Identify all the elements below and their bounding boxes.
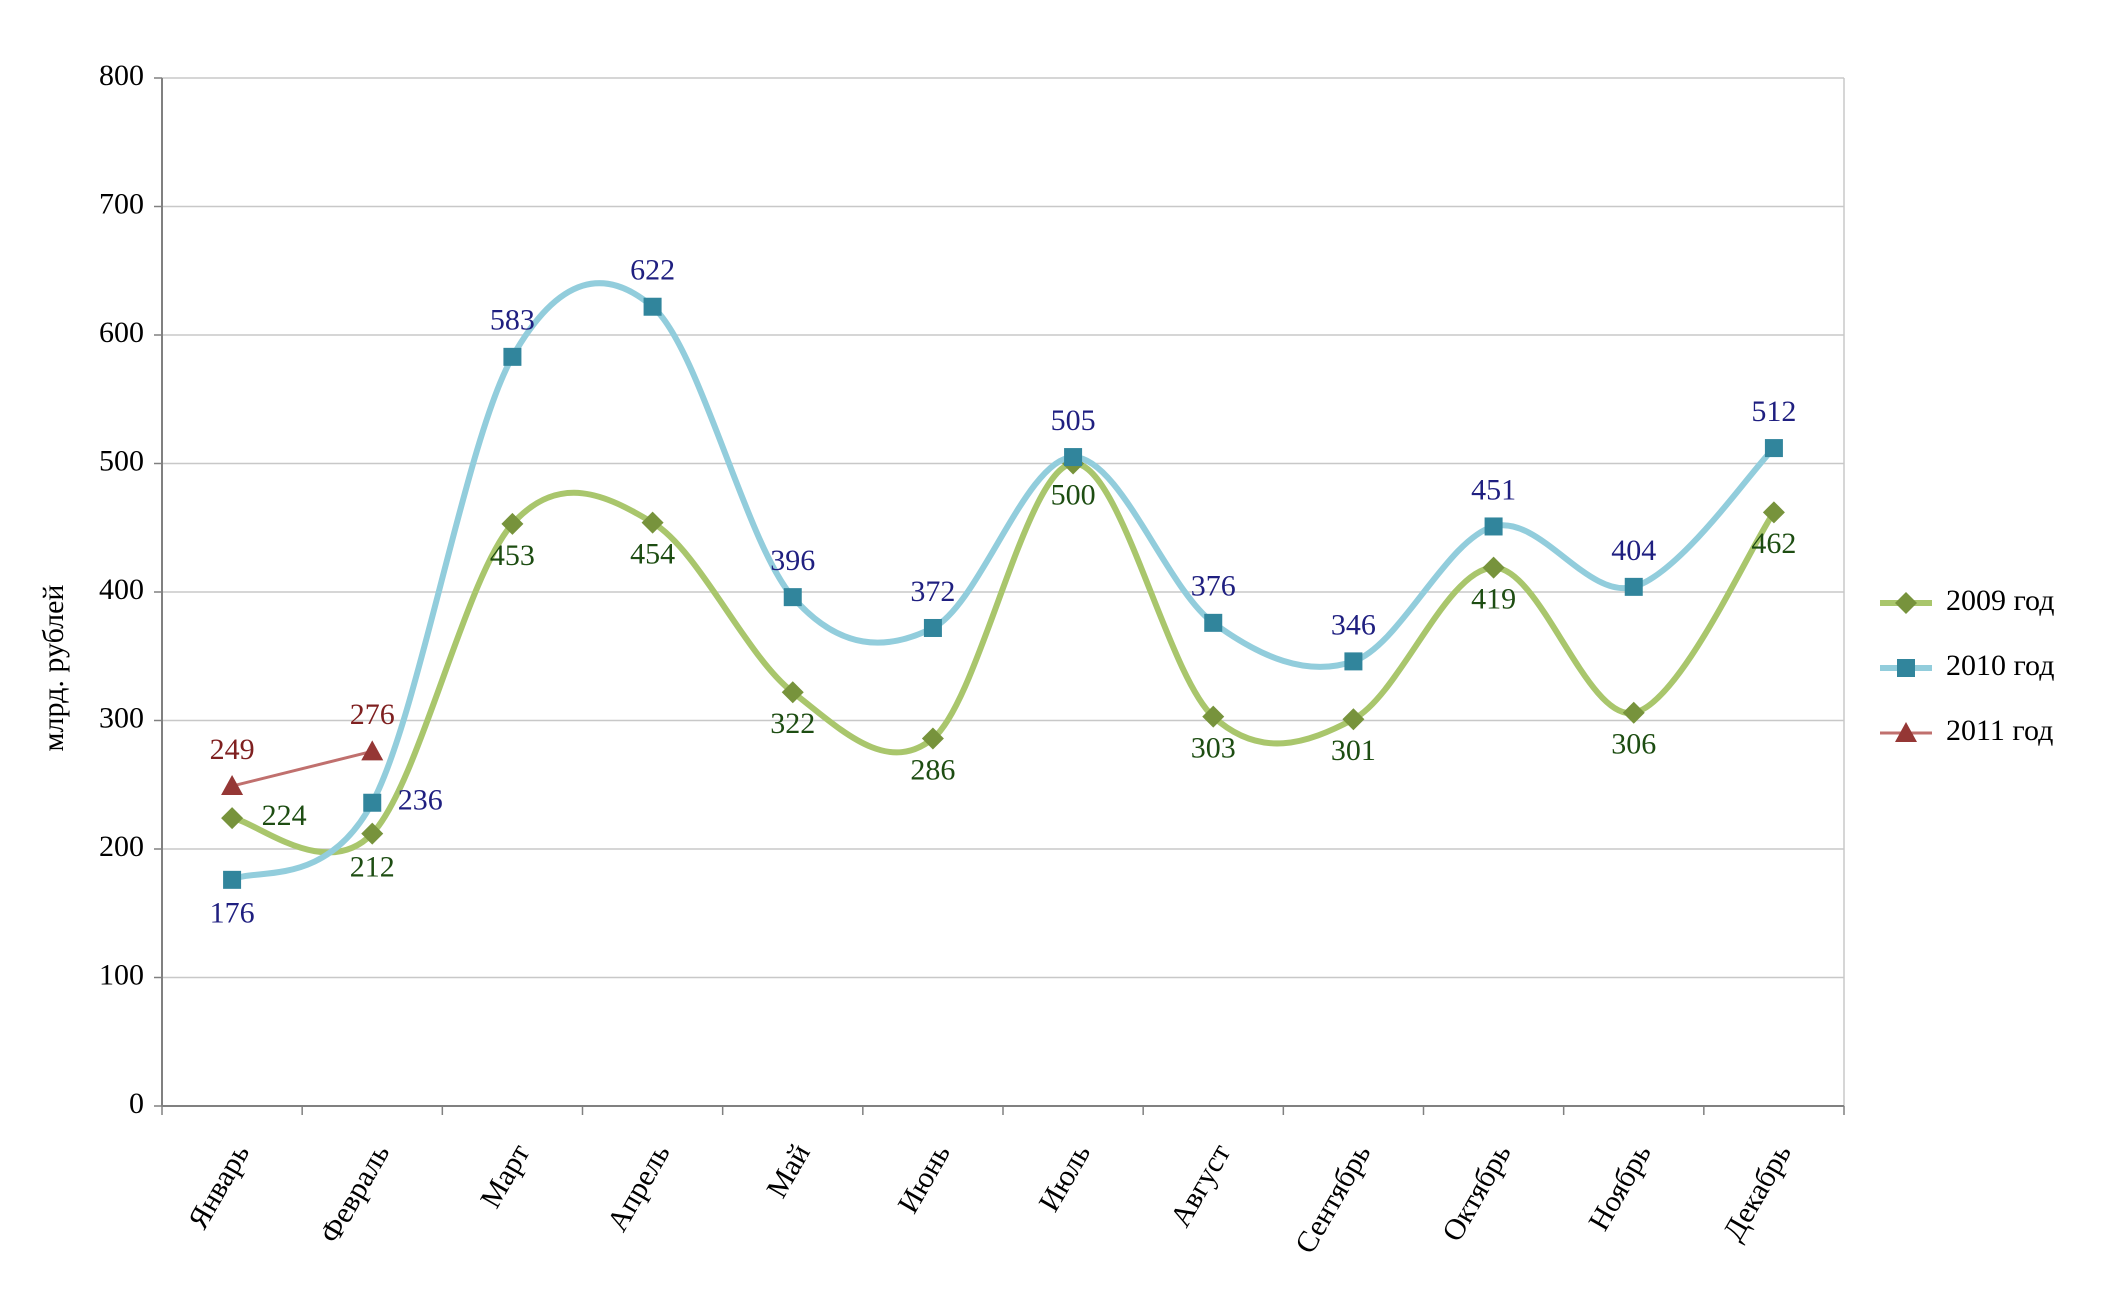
data-label: 276 bbox=[350, 698, 395, 731]
marker bbox=[501, 512, 524, 535]
y-tick-label: 200 bbox=[99, 830, 144, 863]
x-tick-label: Декабрь bbox=[1717, 1138, 1798, 1246]
y-tick-label: 600 bbox=[99, 316, 144, 349]
marker bbox=[1895, 592, 1917, 614]
data-label: 462 bbox=[1751, 527, 1796, 560]
data-label: 224 bbox=[262, 799, 307, 832]
data-label: 322 bbox=[770, 707, 815, 740]
marker bbox=[503, 347, 522, 366]
data-label: 454 bbox=[630, 538, 675, 571]
marker bbox=[221, 775, 244, 796]
y-tick-label: 300 bbox=[99, 701, 144, 734]
y-axis-label: млрд. рублей bbox=[37, 585, 70, 752]
marker bbox=[1204, 613, 1223, 632]
x-tick-label: Октябрь bbox=[1436, 1138, 1518, 1247]
data-label: 500 bbox=[1051, 478, 1096, 511]
marker bbox=[1344, 652, 1363, 671]
x-tick-label: Март bbox=[474, 1138, 536, 1213]
y-tick-label: 400 bbox=[99, 573, 144, 606]
marker bbox=[1624, 577, 1643, 596]
marker bbox=[921, 727, 944, 750]
marker bbox=[923, 618, 942, 637]
data-label: 306 bbox=[1611, 728, 1656, 761]
data-label: 419 bbox=[1471, 582, 1516, 615]
marker bbox=[223, 870, 242, 889]
x-tick-label: Февраль bbox=[313, 1138, 396, 1248]
y-tick-label: 0 bbox=[129, 1087, 144, 1120]
marker bbox=[641, 511, 664, 534]
marker bbox=[1622, 701, 1645, 724]
marker bbox=[1897, 659, 1915, 677]
marker bbox=[1482, 556, 1505, 579]
data-label: 376 bbox=[1191, 570, 1236, 603]
y-tick-label: 500 bbox=[99, 444, 144, 477]
x-tick-label: Май bbox=[760, 1138, 817, 1203]
data-label: 451 bbox=[1471, 473, 1516, 506]
marker bbox=[1764, 439, 1783, 458]
marker bbox=[1762, 501, 1785, 524]
x-tick-label: Сентябрь bbox=[1289, 1138, 1378, 1259]
data-label: 453 bbox=[490, 539, 535, 572]
data-label: 512 bbox=[1751, 395, 1796, 428]
data-label: 505 bbox=[1051, 404, 1096, 437]
data-label: 622 bbox=[630, 254, 675, 287]
marker bbox=[783, 588, 802, 607]
data-label: 583 bbox=[490, 304, 535, 337]
data-label: 236 bbox=[398, 784, 443, 817]
data-label: 176 bbox=[210, 897, 255, 930]
marker bbox=[1202, 705, 1225, 728]
marker bbox=[1342, 708, 1365, 731]
marker bbox=[1484, 517, 1503, 536]
data-label: 212 bbox=[350, 850, 395, 883]
marker bbox=[1895, 722, 1917, 742]
data-label: 372 bbox=[910, 575, 955, 608]
x-tick-label: Июнь bbox=[891, 1138, 956, 1218]
y-tick-label: 700 bbox=[99, 187, 144, 220]
series-line bbox=[229, 460, 1777, 856]
data-label: 301 bbox=[1331, 734, 1376, 767]
marker bbox=[363, 793, 382, 812]
data-label: 286 bbox=[910, 753, 955, 786]
x-tick-label: Август bbox=[1164, 1138, 1237, 1232]
marker bbox=[781, 681, 804, 704]
x-tick-label: Апрель bbox=[601, 1138, 677, 1237]
x-tick-label: Январь bbox=[182, 1138, 257, 1234]
marker bbox=[643, 297, 662, 316]
series-line bbox=[230, 749, 374, 788]
legend-label: 2011 год bbox=[1946, 714, 2053, 747]
marker bbox=[1064, 448, 1083, 467]
data-label: 249 bbox=[210, 733, 255, 766]
marker bbox=[361, 822, 384, 845]
x-tick-label: Ноябрь bbox=[1582, 1138, 1658, 1236]
x-tick-label: Июль bbox=[1033, 1138, 1098, 1217]
data-label: 404 bbox=[1611, 534, 1656, 567]
marker bbox=[361, 740, 384, 761]
data-label: 303 bbox=[1191, 732, 1236, 765]
legend-label: 2010 год bbox=[1946, 649, 2054, 682]
y-tick-label: 800 bbox=[99, 59, 144, 92]
y-tick-label: 100 bbox=[99, 958, 144, 991]
data-label: 346 bbox=[1331, 608, 1376, 641]
legend-label: 2009 год bbox=[1946, 584, 2054, 617]
marker bbox=[221, 807, 244, 830]
data-label: 396 bbox=[770, 544, 815, 577]
